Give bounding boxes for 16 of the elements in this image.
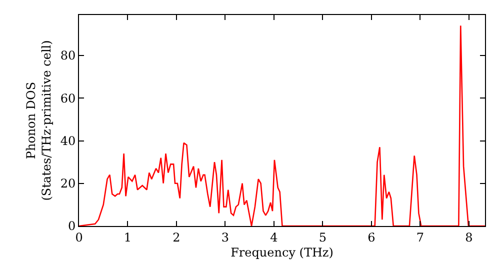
x-tick-label: 3 <box>221 230 230 244</box>
x-axis-title: Frequency (THz) <box>230 245 334 260</box>
y-tick-label: 40 <box>60 134 76 148</box>
x-tick-label: 5 <box>318 230 327 244</box>
y-tick-label: 80 <box>60 48 76 63</box>
x-tick-label: 4 <box>270 230 278 244</box>
x-tick-label: 8 <box>465 230 473 244</box>
y-tick-label: 20 <box>60 176 76 191</box>
x-tick-label: 6 <box>368 230 376 244</box>
x-tick-label: 2 <box>172 230 180 244</box>
line-series <box>79 25 485 226</box>
y-tick-label: 60 <box>60 91 76 106</box>
x-tick-label: 1 <box>124 230 132 244</box>
y-tick-label: 0 <box>68 219 76 234</box>
y-axis-title: Phonon DOS (States/THz·primitive cell) <box>24 40 54 201</box>
x-tick-label: 7 <box>416 230 424 244</box>
